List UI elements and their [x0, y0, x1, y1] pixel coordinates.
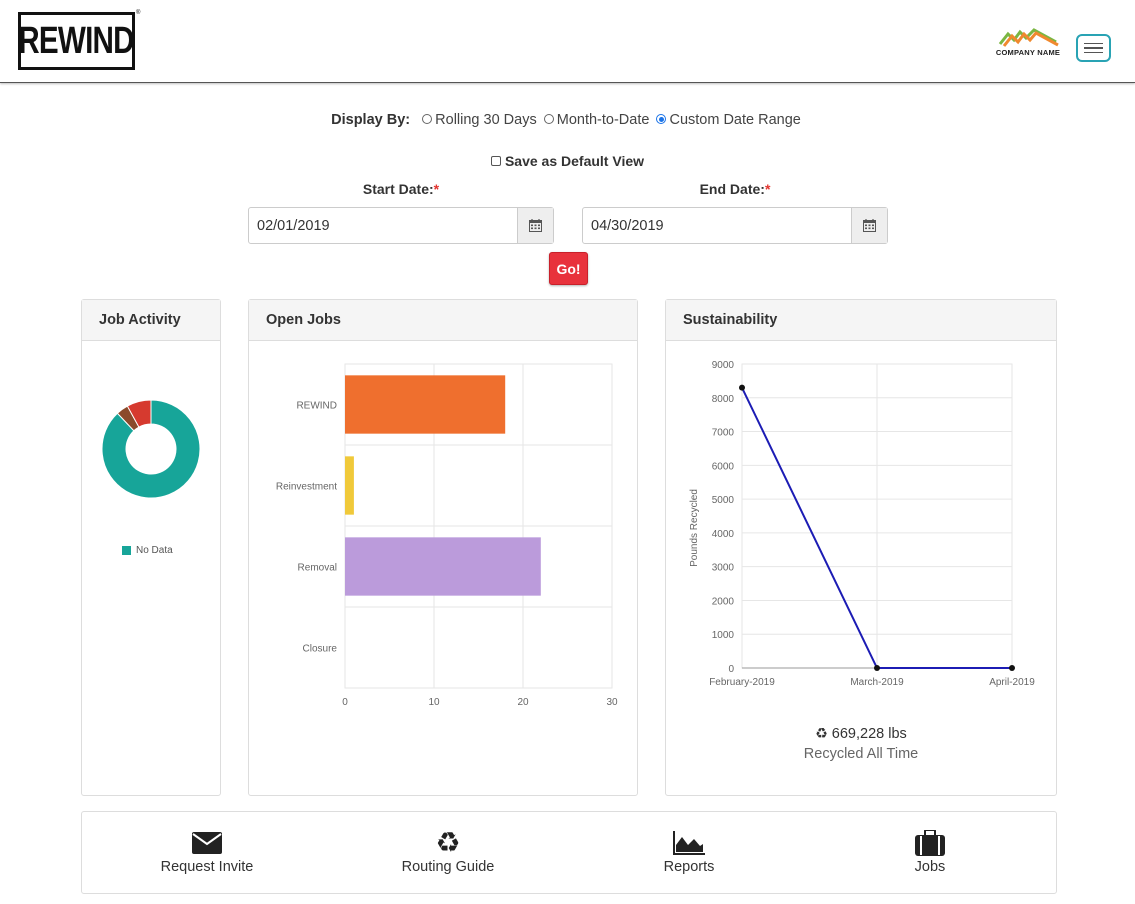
- sustainability-title: Sustainability: [666, 300, 1056, 341]
- rewind-logo[interactable]: REWIND: [18, 12, 135, 70]
- radio-label: Custom Date Range: [669, 112, 801, 128]
- nav-label: Reports: [663, 859, 715, 875]
- y-tick-label: 6000: [712, 461, 735, 472]
- logo-trademark: ®: [136, 10, 141, 16]
- x-tick-label: February-2019: [709, 677, 775, 688]
- y-axis-label: Pounds Recycled: [689, 489, 700, 567]
- company-logo: COMPANY NAME: [990, 26, 1066, 60]
- display-by-row: Display By: Rolling 30 Days Month-to-Dat…: [0, 112, 1135, 128]
- y-tick-label: 1000: [712, 630, 735, 641]
- hamburger-menu-button[interactable]: [1076, 34, 1111, 62]
- top-header: REWIND ® COMPANY NAME: [0, 0, 1135, 83]
- start-date-label-text: Start Date:: [362, 181, 434, 197]
- y-tick-label: 7000: [712, 428, 735, 439]
- area-chart-icon: [589, 828, 789, 858]
- y-tick-label: Removal: [298, 563, 337, 574]
- display-by-label: Display By:: [331, 112, 411, 128]
- recycled-total-label: Recycled All Time: [803, 746, 919, 762]
- nav-routing-guide[interactable]: ♻ Routing Guide: [348, 812, 548, 895]
- x-tick-label: 10: [428, 697, 440, 708]
- y-tick-label: REWIND: [296, 401, 337, 412]
- menu-bar: [1084, 47, 1103, 49]
- end-date-label-text: End Date:: [699, 181, 765, 197]
- bar-rewind: [345, 375, 506, 434]
- open-jobs-title: Open Jobs: [249, 300, 637, 341]
- radio-month-to-date[interactable]: Month-to-Date: [543, 112, 650, 128]
- sustainability-line-chart: 0 1000 2000 3000 4000 5000 6000 7000 8000 9000 Feb…: [689, 360, 1035, 688]
- logo-text: REWIND: [18, 19, 135, 62]
- data-point: [874, 665, 880, 671]
- data-point: [739, 384, 745, 391]
- company-name: COMPANY NAME: [995, 48, 1061, 57]
- menu-bar: [1084, 51, 1103, 54]
- menu-bar: [1084, 42, 1103, 45]
- briefcase-icon: [830, 828, 1030, 858]
- company-roof-icon: [998, 28, 1059, 47]
- save-default-view[interactable]: Save as Default View: [0, 153, 1135, 169]
- recycle-icon: ♻: [815, 726, 828, 742]
- bottom-nav-bar: Request Invite ♻ Routing Guide Reports J…: [81, 811, 1057, 894]
- start-date-calendar-button[interactable]: [517, 208, 553, 243]
- x-tick-label: April-2019: [989, 677, 1035, 688]
- sustainability-panel: Sustainability 0 1000 2000 3000 4000 5000 6000…: [665, 299, 1057, 796]
- radio-label: Month-to-Date: [556, 112, 650, 128]
- start-date-group: [248, 207, 554, 244]
- nav-request-invite[interactable]: Request Invite: [107, 812, 307, 895]
- radio-custom-date-range[interactable]: Custom Date Range: [656, 112, 801, 128]
- bar-reinvestment: [345, 456, 354, 515]
- nav-label: Request Invite: [160, 859, 254, 875]
- start-date-input[interactable]: [249, 208, 517, 243]
- x-tick-label: 0: [342, 697, 348, 708]
- save-default-label: Save as Default View: [504, 153, 645, 169]
- donut-slice: [101, 399, 201, 499]
- open-jobs-bar-chart: 0 10 20 30 REWIND Reinvestment Removal Closure: [276, 363, 618, 708]
- y-tick-label: 5000: [712, 495, 735, 506]
- job-activity-panel: Job Activity No Data: [81, 299, 221, 796]
- radio-circle-selected[interactable]: [656, 114, 667, 124]
- nav-label: Routing Guide: [401, 859, 495, 875]
- radio-circle[interactable]: [422, 114, 433, 124]
- end-date-label: End Date:*: [582, 181, 888, 197]
- y-tick-label: 0: [728, 664, 734, 675]
- legend-swatch: [122, 546, 131, 555]
- nav-jobs[interactable]: Jobs: [830, 812, 1030, 895]
- open-jobs-panel: Open Jobs 0 10 20 30 REWIND Reinvestment Remov…: [248, 299, 638, 796]
- recycle-icon: ♻: [435, 826, 461, 859]
- nav-reports[interactable]: Reports: [589, 812, 789, 895]
- bar-removal: [345, 537, 541, 596]
- end-date-input[interactable]: [583, 208, 851, 243]
- nav-label: Jobs: [914, 859, 946, 875]
- y-tick-label: 2000: [712, 596, 735, 607]
- save-default-checkbox[interactable]: [490, 156, 501, 166]
- job-activity-title: Job Activity: [82, 300, 220, 341]
- radio-circle[interactable]: [543, 114, 554, 124]
- y-tick-label: Closure: [303, 644, 338, 655]
- recycled-total: ♻ 669,228 lbs: [666, 726, 1056, 742]
- job-activity-donut-chart: [101, 399, 201, 499]
- y-tick-label: 3000: [712, 563, 735, 574]
- recycled-total-value: 669,228 lbs: [831, 726, 907, 742]
- y-tick-label: Reinvestment: [276, 482, 337, 493]
- envelope-icon: [107, 828, 307, 858]
- y-tick-label: 8000: [712, 394, 735, 405]
- x-tick-label: March-2019: [850, 677, 904, 688]
- job-activity-legend: No Data: [122, 545, 173, 556]
- donut-slice: [126, 399, 152, 428]
- start-date-label: Start Date:*: [248, 181, 554, 197]
- radio-label: Rolling 30 Days: [435, 112, 537, 128]
- required-mark: *: [433, 181, 440, 197]
- data-point: [1009, 665, 1015, 671]
- calendar-icon: [863, 219, 876, 232]
- end-date-group: [582, 207, 888, 244]
- required-mark: *: [764, 181, 771, 197]
- end-date-calendar-button[interactable]: [851, 208, 887, 243]
- legend-label: No Data: [136, 545, 173, 556]
- radio-rolling-30-days[interactable]: Rolling 30 Days: [422, 112, 537, 128]
- go-button[interactable]: Go!: [549, 252, 588, 285]
- y-tick-label: 4000: [712, 529, 735, 540]
- x-tick-label: 20: [517, 697, 529, 708]
- x-tick-label: 30: [606, 697, 618, 708]
- calendar-icon: [529, 219, 542, 232]
- y-tick-label: 9000: [712, 360, 735, 371]
